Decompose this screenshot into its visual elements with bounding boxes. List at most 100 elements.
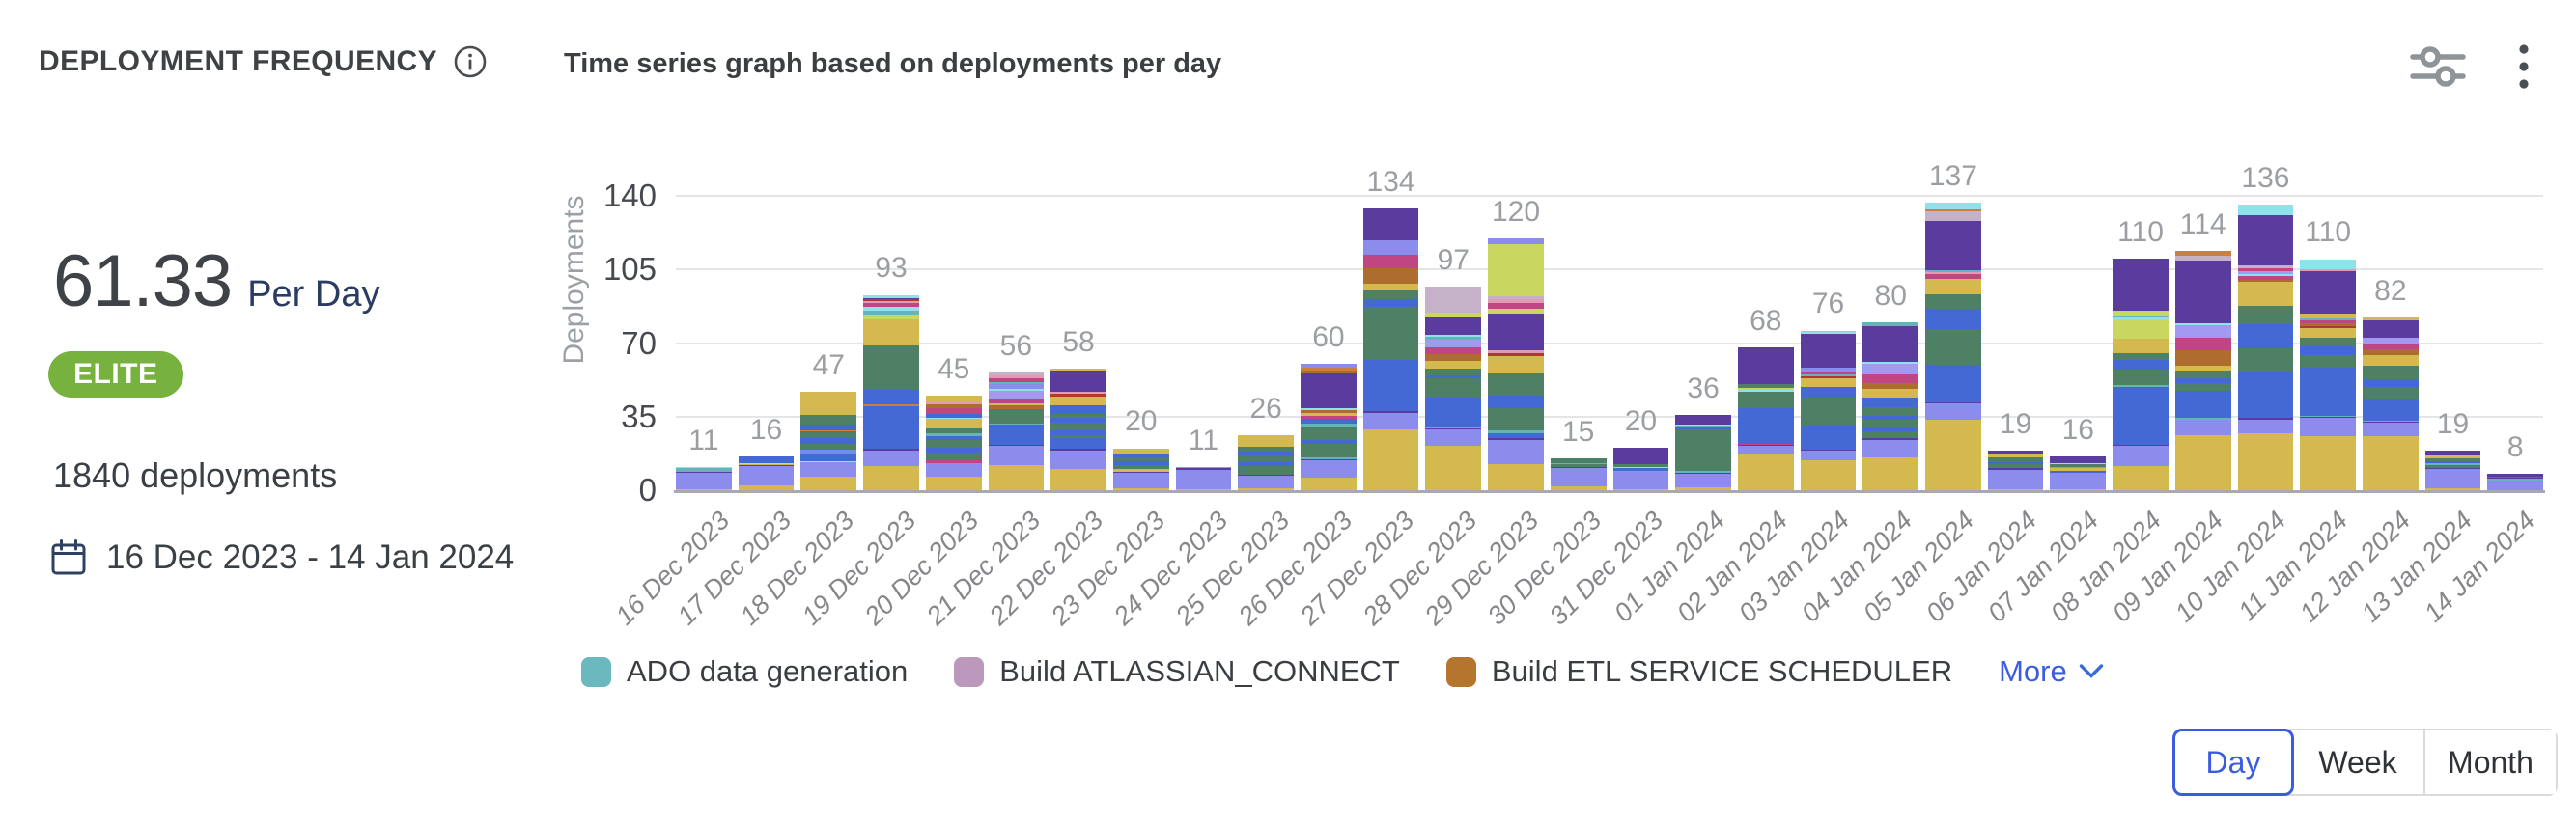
date-range: 16 Dec 2023 - 14 Jan 2024 [106, 538, 515, 576]
bar-segment [1488, 352, 1544, 356]
bar-segment [1987, 463, 2044, 469]
bar-segment [1737, 446, 1794, 455]
calendar-icon [50, 538, 87, 577]
frequency-metric: 61.33 Per Day [53, 239, 379, 323]
legend-item[interactable]: ADO data generation [581, 654, 908, 689]
bar-segment [2362, 319, 2419, 339]
legend-item[interactable]: Build ATLASSIAN_CONNECT [954, 654, 1400, 689]
bar[interactable]: 68 [1737, 196, 1794, 490]
bar-segment [1425, 445, 1482, 490]
bar-segment [1925, 279, 1981, 294]
bar-segment [1050, 438, 1106, 450]
bar[interactable]: 47 [800, 196, 857, 490]
bar[interactable]: 19 [2424, 196, 2481, 490]
legend-item[interactable]: Build ETL SERVICE SCHEDULER [1445, 654, 1952, 689]
bar-segment [1925, 211, 1981, 222]
bar-segment [1112, 465, 1169, 470]
bar-segment [1737, 408, 1794, 444]
bar-segment [1737, 390, 1794, 392]
bar-segment [2050, 488, 2107, 490]
bar-value-label: 93 [875, 252, 908, 285]
gridline [676, 195, 2543, 197]
bar[interactable]: 20 [1112, 196, 1169, 490]
bar-segment [2174, 390, 2231, 419]
bar[interactable]: 11 [1175, 196, 1232, 490]
bar[interactable]: 8 [2487, 196, 2544, 490]
bar-segment [2237, 372, 2294, 419]
bar[interactable]: 137 [1925, 160, 1981, 490]
bar-segment [1862, 427, 1919, 432]
bar[interactable]: 56 [988, 196, 1045, 490]
bar-segment [1050, 418, 1106, 423]
bar[interactable]: 110 [2300, 196, 2356, 490]
bar-segment [1862, 388, 1919, 399]
bar-segment [1362, 429, 1419, 490]
bar[interactable]: 58 [1050, 196, 1106, 490]
bar[interactable]: 93 [863, 196, 919, 490]
granularity-week-button[interactable]: Week [2292, 730, 2423, 794]
bar-segment [1737, 388, 1794, 391]
bar-segment [1050, 434, 1106, 439]
bar-stack [1175, 467, 1232, 490]
bar-segment [1800, 368, 1857, 372]
bar-stack [1925, 202, 1981, 490]
bar[interactable]: 16 [2050, 196, 2107, 490]
bar[interactable]: 82 [2362, 196, 2419, 490]
sliders-icon[interactable] [2410, 43, 2466, 90]
bar-segment [2050, 470, 2107, 473]
bar[interactable]: 60 [1301, 196, 1357, 490]
bar[interactable]: 136 [2237, 162, 2294, 490]
legend-swatch [581, 656, 611, 687]
bar[interactable]: 26 [1238, 196, 1295, 490]
bar-segment [988, 402, 1045, 405]
bar-segment [988, 404, 1045, 410]
bar-segment [1238, 454, 1295, 462]
bar-segment [2237, 279, 2294, 283]
kebab-menu-icon[interactable] [2518, 42, 2530, 91]
bar-segment [1362, 410, 1419, 413]
bar[interactable]: 114 [2174, 196, 2231, 490]
widget-header: DEPLOYMENT FREQUENCY [39, 44, 488, 79]
bar-segment [863, 345, 919, 357]
bar-segment [1238, 474, 1295, 476]
bar-segment [988, 446, 1045, 465]
bar[interactable]: 20 [1612, 196, 1669, 490]
bar[interactable]: 76 [1800, 196, 1857, 490]
bar-segment [1737, 444, 1794, 447]
bar-value-label: 134 [1366, 166, 1415, 199]
granularity-month-button[interactable]: Month [2423, 730, 2556, 794]
bar[interactable]: 45 [925, 196, 982, 490]
bar-segment [925, 413, 982, 418]
bar[interactable]: 15 [1550, 196, 1607, 490]
info-circle-icon[interactable] [453, 44, 488, 79]
bar-segment [1362, 290, 1419, 300]
bar[interactable]: 19 [1987, 196, 2044, 490]
bar-segment [1862, 431, 1919, 439]
bar[interactable]: 16 [738, 196, 795, 490]
bar[interactable]: 97 [1425, 196, 1482, 490]
bar-segment [1425, 286, 1482, 313]
bar-segment [2300, 318, 2356, 320]
bar-segment [1925, 308, 1981, 330]
bar-segment [2362, 348, 2419, 355]
bar-segment [2362, 436, 2419, 490]
legend-swatch [954, 656, 985, 687]
bar[interactable]: 120 [1488, 196, 1544, 490]
bar-stack [1737, 346, 1794, 490]
legend-more-link[interactable]: More [1999, 654, 2104, 689]
granularity-day-button[interactable]: Day [2172, 729, 2294, 796]
bar-segment [1301, 477, 1357, 490]
bar-segment [1862, 415, 1919, 421]
bar[interactable]: 110 [2113, 196, 2169, 490]
bar-segment [2237, 204, 2294, 216]
bar[interactable]: 11 [676, 196, 732, 490]
bar[interactable]: 80 [1862, 196, 1919, 490]
bar-value-label: 120 [1491, 195, 1541, 228]
bar-segment [1238, 465, 1295, 475]
bar[interactable]: 36 [1675, 196, 1731, 490]
bar-segment [988, 412, 1045, 424]
bar-value-label: 20 [1624, 405, 1658, 438]
bar[interactable]: 134 [1362, 166, 1419, 490]
bar-segment [1301, 368, 1357, 371]
bar-segment [1488, 438, 1544, 441]
